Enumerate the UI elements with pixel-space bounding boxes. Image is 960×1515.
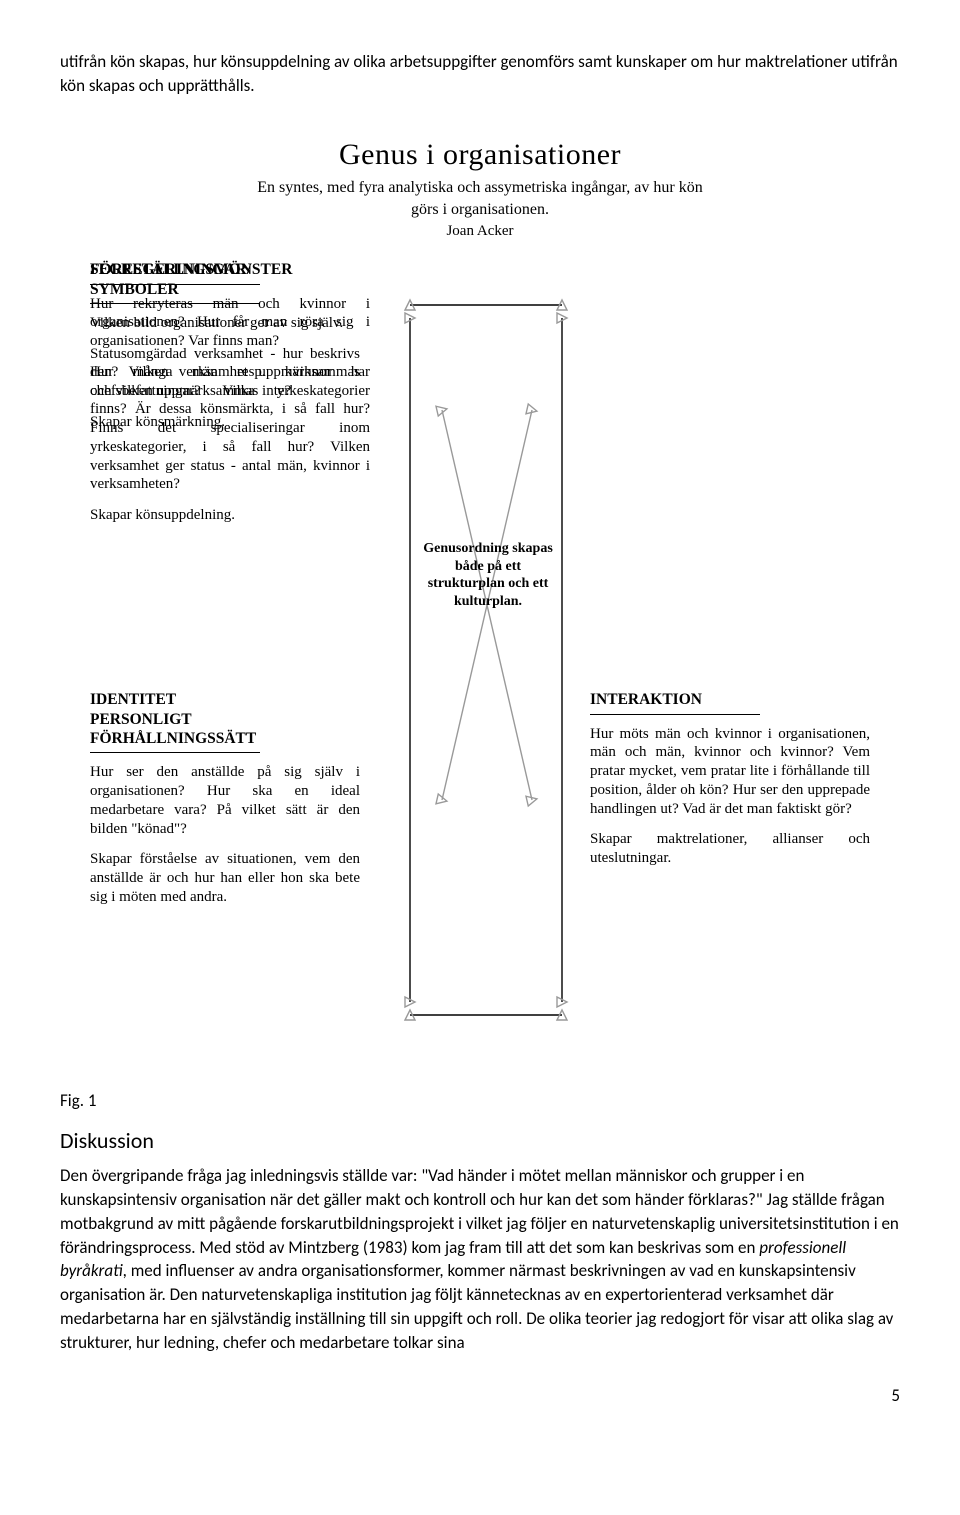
botleft-p2: Skapar förståelse av situationen, vem de… (90, 850, 360, 906)
divider (90, 284, 260, 285)
divider (590, 714, 760, 715)
divider (90, 752, 260, 753)
botright-p1: Hur möts män och kvinnor i organisatione… (590, 725, 870, 819)
discussion-heading: Diskussion (60, 1127, 900, 1154)
heading-interaktion: INTERAKTION (590, 690, 870, 709)
discussion-paragraph: Den övergripande fråga jag inledningsvis… (60, 1164, 900, 1354)
figure-subtitle-line1: En syntes, med fyra analytiska och assym… (90, 178, 870, 199)
heading-segregering: SEGREGERINGSMÖNSTER (90, 260, 370, 279)
topright-p3: Skapar könsuppdelning. (90, 506, 370, 525)
figure-title: Genus i organisationer (90, 138, 870, 172)
figure-subtitle-line2: görs i organisationen. (90, 200, 870, 221)
box-botleft: IDENTITET PERSONLIGT FÖRHÅLLNINGSSÄTT Hu… (90, 690, 360, 918)
botleft-p1: Hur ser den anställde på sig själv i org… (90, 763, 360, 838)
intro-paragraph: utifrån kön skapas, hur könsuppdelning a… (60, 50, 900, 98)
topright-p2: Hur många män resp. kvinnor har chefsbef… (90, 363, 370, 494)
discussion-text-b: , med influenser av andra organisationsf… (60, 1260, 893, 1352)
topright-p1: Hur rekryteras män och kvinnor i organis… (90, 295, 370, 351)
page-number: 5 (60, 1385, 900, 1406)
center-text: Genusordning skapas både på ett struktur… (418, 540, 558, 610)
figure-container: Genus i organisationer En syntes, med fy… (90, 138, 870, 1051)
box-topright: SEGREGERINGSMÖNSTER Hur rekryteras män o… (90, 260, 370, 537)
botright-p2: Skapar maktrelationer, allianser och ute… (590, 830, 870, 868)
box-botright: INTERAKTION Hur möts män och kvinnor i o… (590, 690, 870, 880)
figure-author: Joan Acker (90, 223, 870, 240)
heading-line2: PERSONLIGT (90, 711, 192, 728)
figure-label: Fig. 1 (60, 1090, 900, 1111)
heading-line1: IDENTITET (90, 691, 176, 708)
heading-identitet: IDENTITET PERSONLIGT FÖRHÅLLNINGSSÄTT (90, 690, 360, 748)
heading-line3: FÖRHÅLLNINGSSÄTT (90, 730, 256, 747)
diagram-body: FÖRESTÄLLNINGAR/ SYMBOLER Vilken bild or… (90, 260, 870, 1050)
